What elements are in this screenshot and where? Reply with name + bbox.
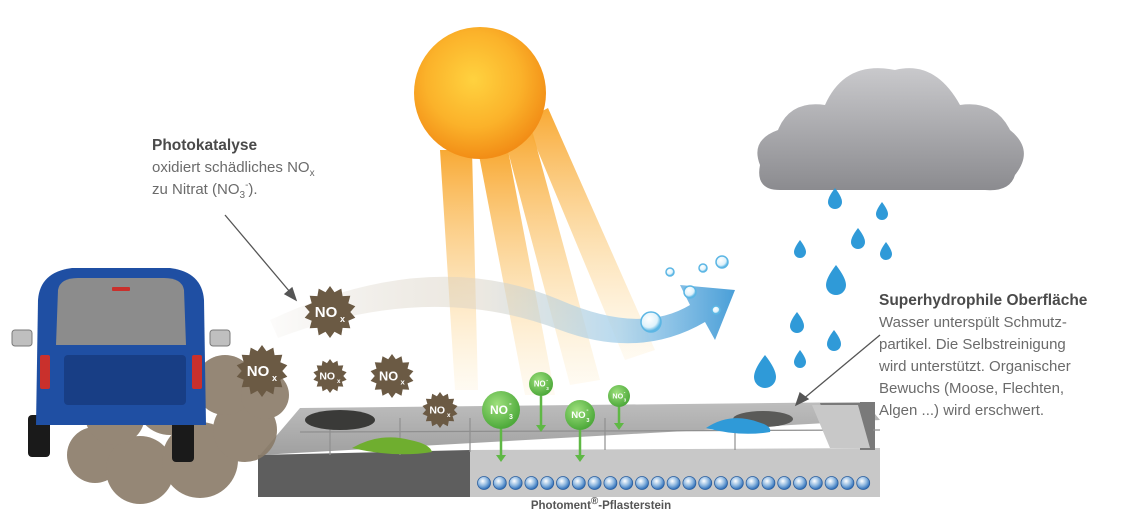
svg-text:NO: NO bbox=[571, 410, 586, 421]
caption-brand: Photoment bbox=[530, 500, 591, 512]
sun-icon bbox=[414, 27, 546, 159]
pore-bead bbox=[603, 476, 618, 490]
water-bubbles bbox=[640, 255, 729, 333]
svg-text:NO: NO bbox=[534, 380, 546, 389]
pore-bead bbox=[729, 476, 744, 490]
svg-text:NO: NO bbox=[429, 405, 445, 417]
svg-text:NO: NO bbox=[247, 363, 270, 380]
superhydrophilic-line: Algen ...) wird erschwert. bbox=[879, 402, 1045, 419]
photocatalysis-line-1-text: oxidiert schädliches NO bbox=[152, 159, 310, 176]
nox-molecule: NO x bbox=[422, 392, 458, 428]
superhydrophilic-line: wird unterstützt. Organischer bbox=[879, 358, 1071, 375]
pore-bead bbox=[492, 476, 507, 490]
pore-bead bbox=[698, 476, 713, 490]
photocatalysis-line-1: oxidiert schädliches NOx bbox=[152, 157, 392, 179]
photocatalysis-heading: Photokatalyse bbox=[152, 137, 258, 154]
rain-cloud-icon bbox=[757, 68, 1024, 191]
nox-molecules: NO xNO x NO x NO xNO x bbox=[236, 286, 458, 428]
pore-bead bbox=[619, 476, 634, 490]
pore-bead bbox=[745, 476, 760, 490]
pore-bead bbox=[761, 476, 776, 490]
photocatalysis-line-2-end: ). bbox=[248, 181, 258, 198]
svg-text:-: - bbox=[586, 407, 588, 414]
svg-text:NO: NO bbox=[612, 391, 623, 400]
svg-text:3: 3 bbox=[624, 397, 627, 402]
pore-bead bbox=[856, 476, 871, 490]
svg-text:-: - bbox=[546, 377, 548, 383]
product-caption: Photoment®-Pflasterstein bbox=[0, 497, 1142, 512]
superhydrophilic-line: Wasser unterspült Schmutz- bbox=[879, 314, 1067, 331]
pore-bead bbox=[571, 476, 586, 490]
pore-bead bbox=[556, 476, 570, 490]
caption-product: -Pflasterstein bbox=[598, 500, 672, 512]
water-puddle bbox=[706, 418, 771, 434]
pore-bead bbox=[540, 476, 555, 490]
photocatalysis-line-2-sup: - bbox=[245, 180, 249, 191]
pore-bead bbox=[477, 476, 491, 490]
pore-bead bbox=[666, 476, 681, 490]
svg-text:NO: NO bbox=[379, 368, 398, 383]
svg-text:x: x bbox=[272, 373, 277, 383]
rain-drops bbox=[754, 188, 892, 388]
svg-text:3: 3 bbox=[586, 418, 589, 424]
pore-bead bbox=[587, 476, 602, 490]
pore-bead bbox=[824, 476, 839, 490]
cleaning-flow-arrow bbox=[270, 276, 735, 344]
svg-text:x: x bbox=[447, 412, 451, 419]
nox-molecule: NO x bbox=[370, 354, 414, 398]
nox-molecule: NO x bbox=[304, 286, 356, 338]
pore-bead bbox=[777, 476, 792, 490]
nitrate-molecule: NO3 - bbox=[482, 391, 520, 462]
caption-trademark: ® bbox=[590, 496, 599, 508]
photocatalysis-line-2-text: zu Nitrat (NO bbox=[152, 181, 240, 198]
svg-text:-: - bbox=[624, 391, 626, 396]
pore-bead bbox=[793, 476, 807, 490]
pore-bead bbox=[714, 476, 728, 490]
pore-bead bbox=[508, 476, 523, 490]
svg-text:x: x bbox=[337, 378, 341, 385]
dirt-patch bbox=[305, 410, 375, 430]
nox-molecule: NO x bbox=[236, 345, 288, 397]
svg-text:3: 3 bbox=[546, 386, 549, 391]
svg-text:NO: NO bbox=[490, 403, 508, 417]
svg-text:3: 3 bbox=[509, 414, 513, 421]
nox-molecule: NO x bbox=[313, 359, 347, 393]
nitrate-molecules: NO3-NO 3-NO 3-NO 3- bbox=[482, 372, 630, 462]
car-icon bbox=[11, 268, 231, 462]
photocatalysis-line-2-sub: 3 bbox=[239, 190, 246, 201]
photocatalysis-callout: Photokatalyse oxidiert schädliches NOx z… bbox=[152, 135, 392, 201]
superhydrophilic-line: Bewuchs (Moose, Flechten, bbox=[879, 380, 1065, 397]
pore-bead bbox=[808, 476, 823, 490]
pointer-lines bbox=[224, 214, 881, 407]
pore-bead bbox=[840, 476, 855, 490]
superhydrophilic-line: partikel. Die Selbstreinigung bbox=[879, 336, 1066, 353]
pore-bead bbox=[682, 476, 697, 490]
moss-patch bbox=[352, 437, 432, 455]
svg-text:NO: NO bbox=[315, 304, 338, 321]
superhydrophilic-callout: Superhydrophile Oberfläche Wasser unters… bbox=[879, 290, 1141, 422]
svg-text:-: - bbox=[509, 399, 512, 408]
photocatalysis-line-1-sub: x bbox=[309, 168, 315, 179]
superhydrophilic-heading: Superhydrophile Oberfläche bbox=[879, 292, 1088, 309]
pore-bead bbox=[650, 476, 665, 490]
pore-bead bbox=[635, 476, 649, 490]
svg-text:x: x bbox=[340, 314, 345, 324]
photocatalysis-line-2: zu Nitrat (NO3-). bbox=[152, 179, 392, 201]
pore-bead bbox=[524, 476, 539, 490]
pores-row bbox=[477, 476, 871, 490]
svg-text:x: x bbox=[401, 378, 406, 387]
svg-text:NO: NO bbox=[319, 371, 335, 383]
